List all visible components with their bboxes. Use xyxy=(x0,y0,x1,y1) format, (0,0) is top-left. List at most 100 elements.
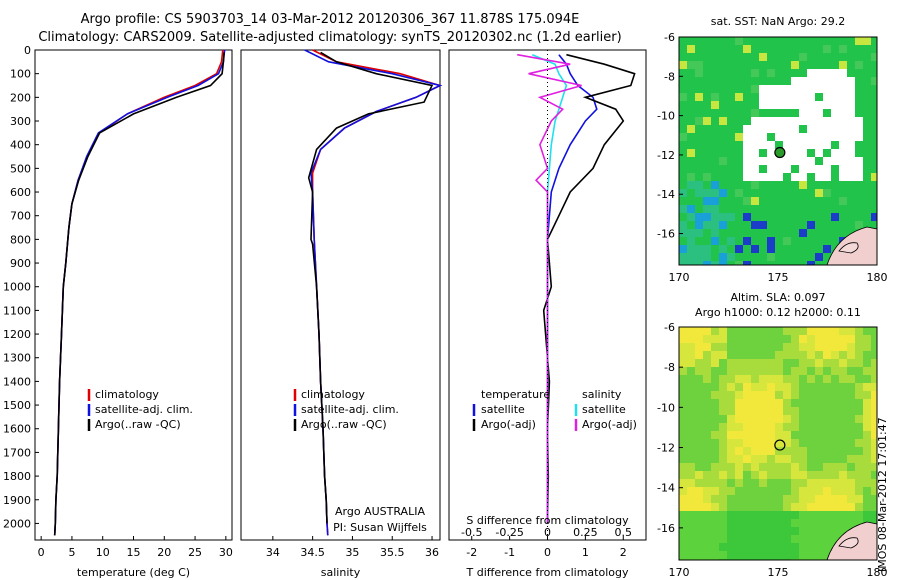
map-cell xyxy=(759,375,767,383)
map-cell xyxy=(863,351,871,359)
map-cell xyxy=(775,133,783,141)
map-cell xyxy=(815,511,823,519)
map-cell xyxy=(695,439,703,447)
map-cell xyxy=(847,101,855,109)
map-cell xyxy=(871,439,877,447)
map-cell xyxy=(871,415,877,423)
map-cell xyxy=(751,133,759,141)
argo-position-marker xyxy=(774,439,786,451)
x-tick-label: 35 xyxy=(345,546,359,559)
map-cell xyxy=(807,439,815,447)
map-cell xyxy=(743,117,751,125)
map-cell xyxy=(767,149,775,157)
map-cell xyxy=(695,527,703,535)
map-cell xyxy=(719,423,727,431)
map-cell xyxy=(735,359,743,367)
map-cell xyxy=(783,519,791,527)
map-cell xyxy=(847,351,855,359)
map-cell xyxy=(799,551,807,559)
map-cell xyxy=(727,463,735,471)
map-cell xyxy=(751,221,759,229)
map-cell xyxy=(871,383,877,391)
map-cell xyxy=(735,229,743,237)
map-cell xyxy=(791,335,799,343)
map-cell xyxy=(735,455,743,463)
map-cell xyxy=(687,157,695,165)
map-cell xyxy=(839,125,847,133)
map-cell xyxy=(743,359,751,367)
map-cell xyxy=(727,85,735,93)
map-cell xyxy=(767,53,775,61)
sla-map-subtitle: Argo h1000: 0.12 h2000: 0.11 xyxy=(695,306,861,319)
map-cell xyxy=(767,213,775,221)
map-cell xyxy=(711,189,719,197)
map-cell xyxy=(679,495,687,503)
map-cell xyxy=(815,125,823,133)
map-cell xyxy=(695,359,703,367)
map-cell xyxy=(727,551,735,559)
map-cell xyxy=(823,343,831,351)
map-cell xyxy=(791,45,799,53)
map-cell xyxy=(759,173,767,181)
map-cell xyxy=(767,415,775,423)
map-cell xyxy=(679,101,687,109)
map-cell xyxy=(727,101,735,109)
map-cell xyxy=(743,535,751,543)
map-cell xyxy=(823,351,831,359)
map-cell xyxy=(703,375,711,383)
map-cell xyxy=(775,37,783,45)
map-cell xyxy=(751,471,759,479)
x-tick-label: 1 xyxy=(582,546,589,559)
map-cell xyxy=(703,415,711,423)
map-cell xyxy=(799,109,807,117)
map-cell xyxy=(735,447,743,455)
map-cell xyxy=(799,367,807,375)
map-cell xyxy=(783,237,791,245)
map-cell xyxy=(815,253,823,261)
map-cell xyxy=(743,335,751,343)
map-cell xyxy=(759,335,767,343)
map-cell xyxy=(687,527,695,535)
map-cell xyxy=(831,375,839,383)
map-cell xyxy=(783,221,791,229)
map-cell xyxy=(711,181,719,189)
map-cell xyxy=(719,343,727,351)
map-cell xyxy=(727,69,735,77)
map-cell xyxy=(735,335,743,343)
map-cell xyxy=(687,463,695,471)
map-cell xyxy=(815,133,823,141)
map-cell xyxy=(847,447,855,455)
map-cell xyxy=(799,495,807,503)
map-cell xyxy=(831,335,839,343)
map-cell xyxy=(767,391,775,399)
map-cell xyxy=(775,351,783,359)
map-cell xyxy=(799,245,807,253)
map-cell xyxy=(831,439,839,447)
map-cell xyxy=(783,37,791,45)
map-cell xyxy=(799,93,807,101)
map-cell xyxy=(823,359,831,367)
map-cell xyxy=(727,237,735,245)
map-cell xyxy=(687,261,695,265)
map-cell xyxy=(751,415,759,423)
map-cell xyxy=(751,511,759,519)
map-cell xyxy=(815,383,823,391)
map-cell xyxy=(727,519,735,527)
map-cell xyxy=(847,93,855,101)
map-cell xyxy=(687,455,695,463)
map-cell xyxy=(711,37,719,45)
map-cell xyxy=(847,45,855,53)
map-cell xyxy=(815,165,823,173)
map-cell xyxy=(855,37,863,45)
map-cell xyxy=(791,149,799,157)
map-cell xyxy=(679,399,687,407)
map-cell xyxy=(871,375,877,383)
map-cell xyxy=(679,455,687,463)
map-cell xyxy=(767,455,775,463)
map-cell xyxy=(767,367,775,375)
map-cell xyxy=(791,213,799,221)
map-cell xyxy=(727,527,735,535)
map-cell xyxy=(703,407,711,415)
map-x-tick-label: 170 xyxy=(669,271,690,284)
map-cell xyxy=(775,77,783,85)
